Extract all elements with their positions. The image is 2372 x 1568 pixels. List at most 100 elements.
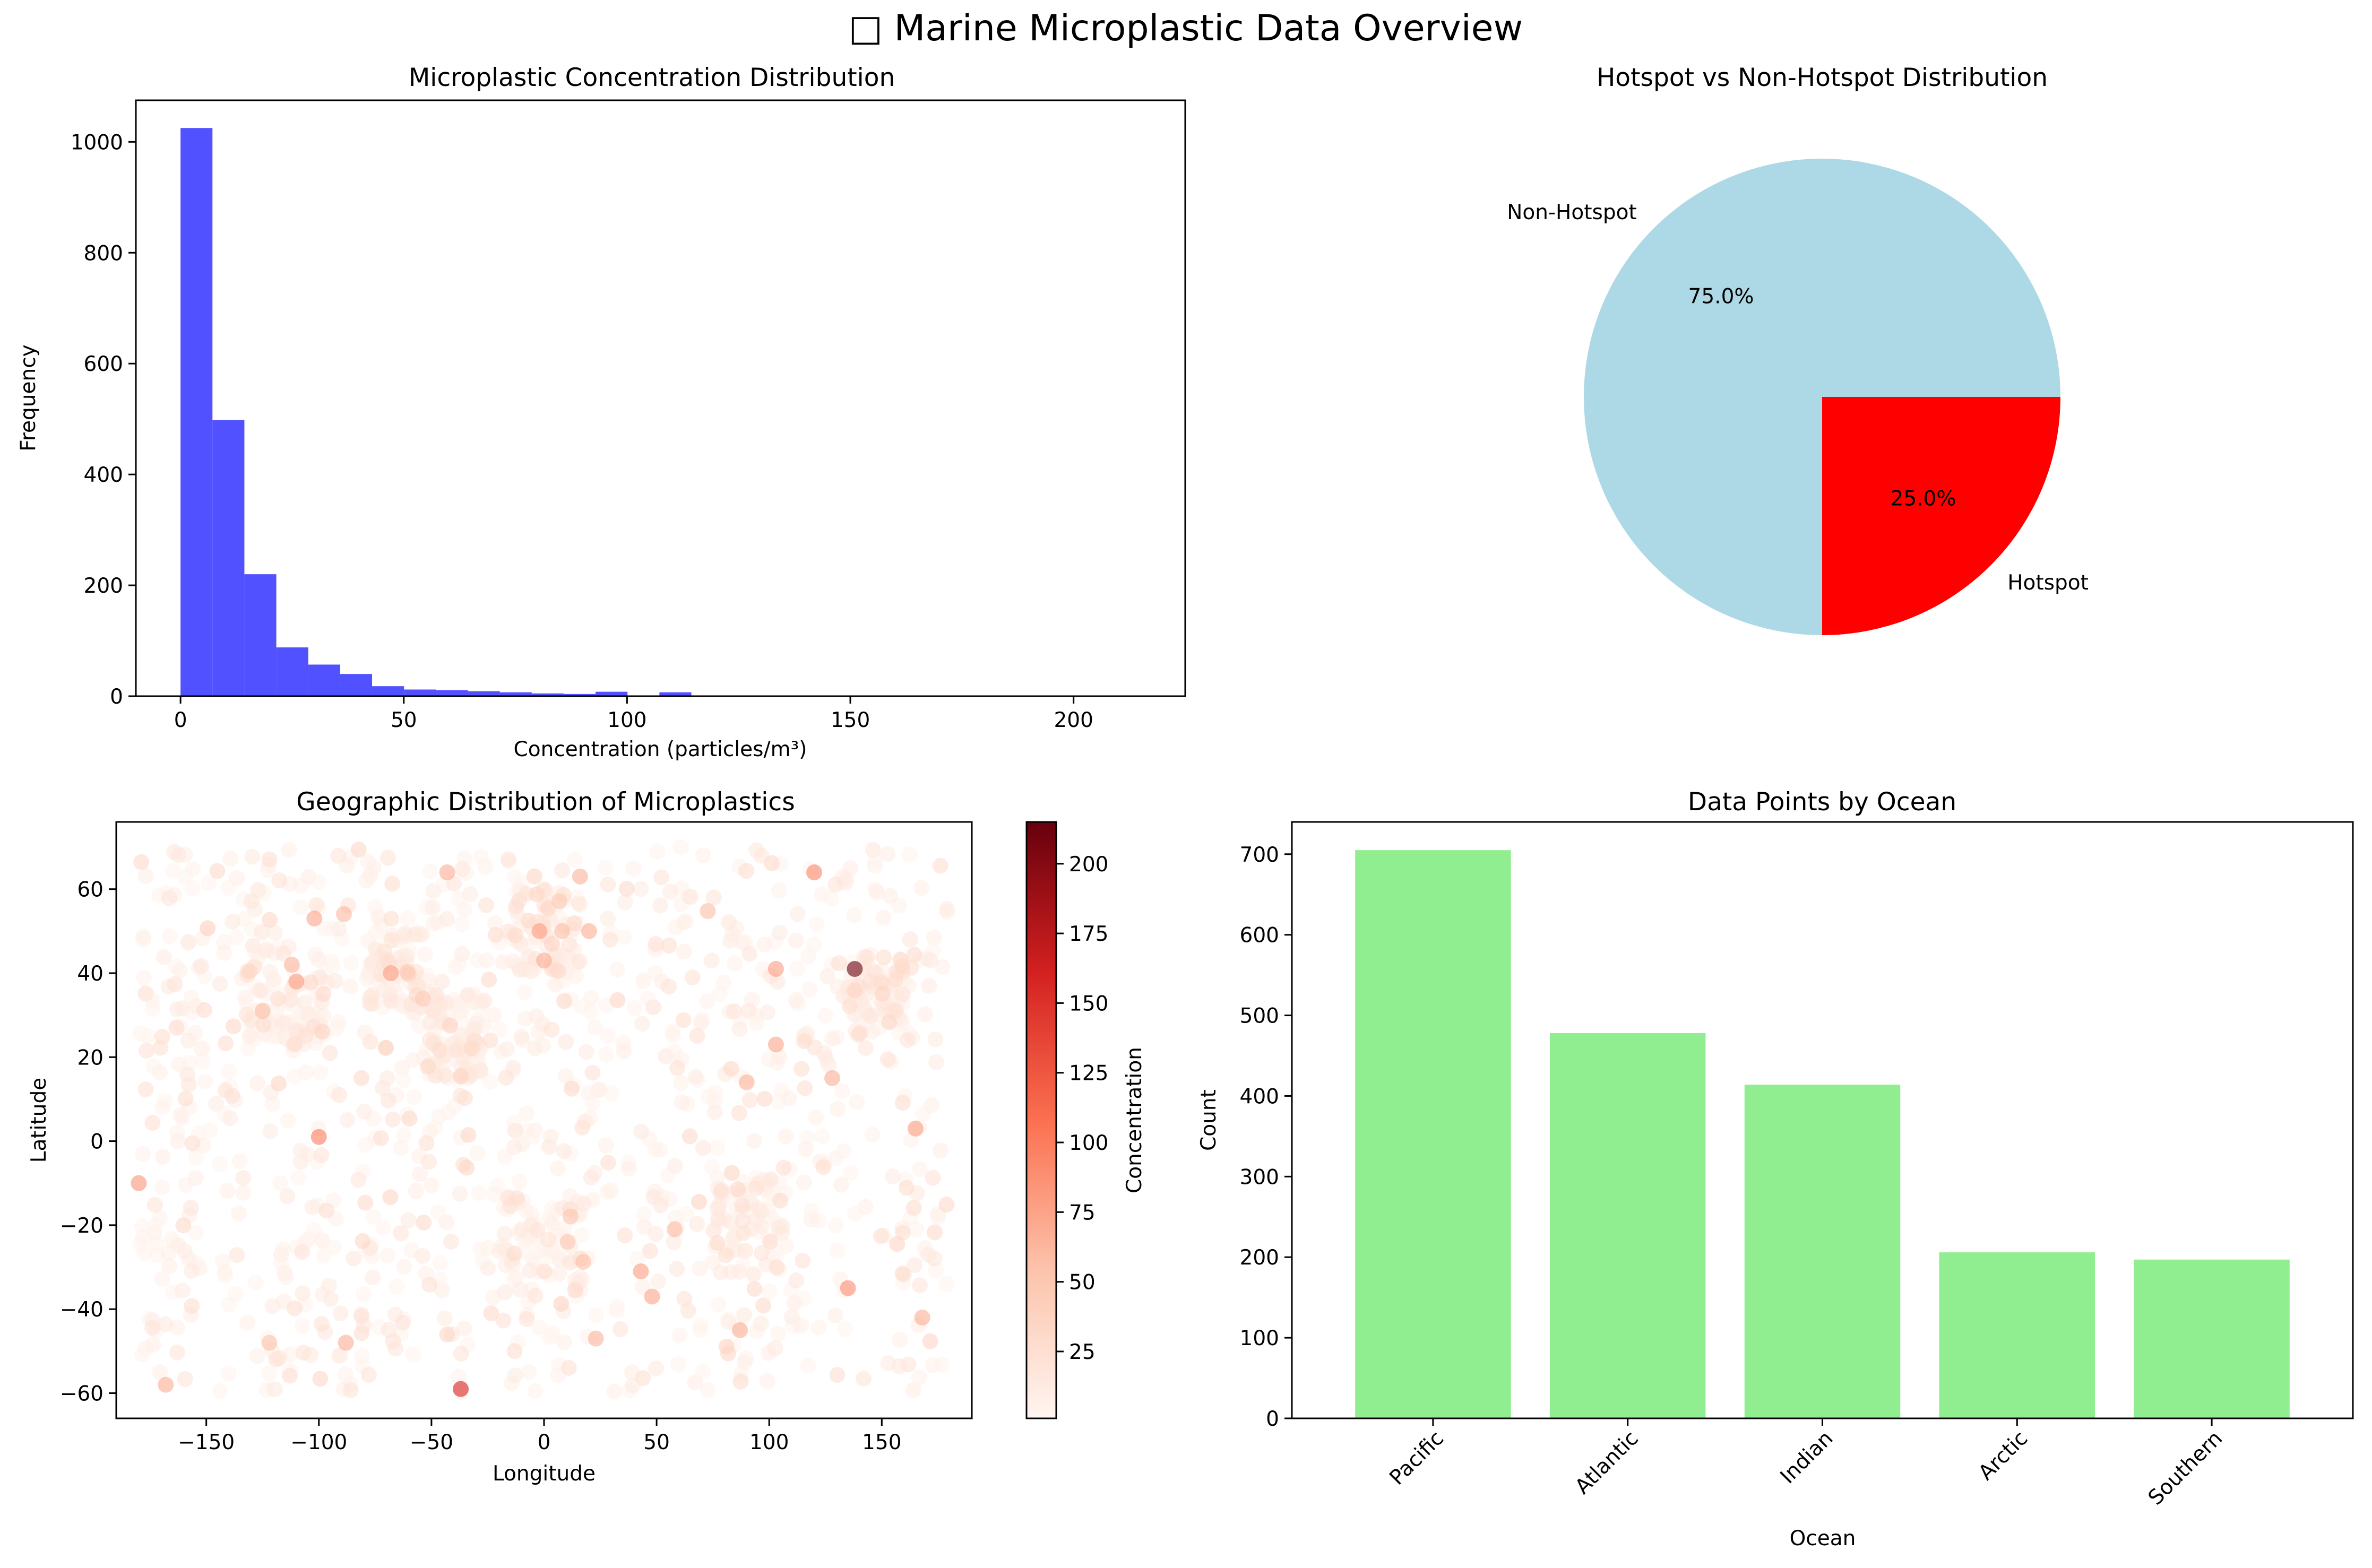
scatter-point [385,1111,401,1128]
scatter-point [575,1196,592,1212]
scatter-point [292,1142,309,1159]
scatter-point [448,1042,464,1059]
histogram-xtick-label: 50 [391,708,417,732]
scatter-point [551,893,567,909]
scatter-point [471,1185,487,1201]
scatter-point [636,1206,652,1223]
scatter-point [867,857,883,874]
scatter-point [282,1367,298,1384]
scatter-point [582,1004,599,1020]
scatter-point [842,1165,859,1181]
scatter-point [551,1265,567,1281]
scatter-point [667,1158,683,1174]
scatter-point [137,985,154,1002]
scatter-point [416,1214,432,1231]
scatter-point [395,1072,412,1088]
scatter-point [857,1040,874,1056]
scatter-point [633,1123,650,1140]
scatter-point [762,1283,778,1300]
scatter-point [754,1245,770,1261]
scatter-point [229,1247,245,1263]
scatter-point [218,1035,234,1052]
scatter-point [586,1019,603,1036]
scatter-point [478,952,495,968]
scatter-point [556,993,573,1009]
scatter-point [676,943,692,960]
scatter-point [401,1111,418,1127]
scatter-point [229,870,245,886]
scatter-point [482,1074,498,1090]
histogram-ytick-label: 600 [84,352,123,376]
scatter-point [564,1080,580,1097]
scatter-point [144,1320,161,1336]
scatter-point [862,1007,878,1024]
scatter-point [456,902,473,918]
scatter-point [193,1041,209,1057]
scatter-title: Geographic Distribution of Microplastics [296,787,795,817]
scatter-point [731,1105,747,1121]
scatter-point [618,880,635,897]
scatter-point [706,1104,723,1121]
scatter-point [169,1001,185,1018]
scatter-point [261,851,278,868]
scatter-point [879,846,896,862]
scatter-point [669,1060,686,1076]
histogram-bar [596,691,628,696]
scatter-point [894,958,911,974]
scatter-point [399,964,416,980]
scatter-point [885,1168,901,1185]
histogram-ytick-label: 800 [84,241,123,265]
scatter-point [526,868,542,885]
scatter-point [864,1127,881,1143]
scatter-point [722,932,739,949]
scatter-point [383,965,399,981]
scatter-point [767,1340,783,1356]
scatter-point [887,971,904,987]
scatter-point [902,931,918,948]
scatter-point [194,1053,211,1070]
scatter-point [335,906,352,922]
scatter-point [847,961,863,977]
scatter-point [734,1197,751,1214]
scatter-point [380,850,396,866]
scatter-point [339,1112,356,1128]
scatter-point [277,1264,293,1281]
scatter-point [314,1232,330,1249]
histogram-ytick-label: 1000 [71,131,123,154]
scatter-point [559,1234,576,1250]
scatter-point [424,899,441,915]
scatter-point [578,1044,594,1060]
scatter-point [224,1087,240,1104]
scatter-point [158,1376,174,1393]
scatter-point [583,990,599,1006]
scatter-point [500,851,516,868]
histogram-bar [276,647,308,696]
scatter-point [847,982,863,999]
scatter-point [295,1285,311,1302]
scatter-point [156,949,172,966]
scatter-point [216,945,232,961]
ocean-bar-arctic [1939,1252,2095,1418]
scatter-point [661,937,677,954]
scatter-point [767,1036,784,1053]
scatter-point [667,1221,683,1237]
scatter-point [691,1193,707,1210]
scatter-point [544,1021,560,1038]
scatter-point [425,915,442,932]
scatter-point [294,1318,310,1334]
scatter-point [251,983,268,999]
scatter-point [653,869,669,886]
scatter-point [237,989,253,1006]
scatter-point [658,1048,674,1064]
scatter-point [856,1371,872,1387]
scatter-point [573,1227,590,1243]
scatter-point [925,1169,941,1186]
scatter-point [894,1095,911,1111]
scatter-point [764,855,780,871]
scatter-point [185,861,201,878]
scatter-point [876,949,892,966]
scatter-point [298,1064,314,1081]
ocean-ylabel: Count [1197,1089,1221,1151]
scatter-point [682,1128,698,1145]
scatter-point [756,936,772,952]
